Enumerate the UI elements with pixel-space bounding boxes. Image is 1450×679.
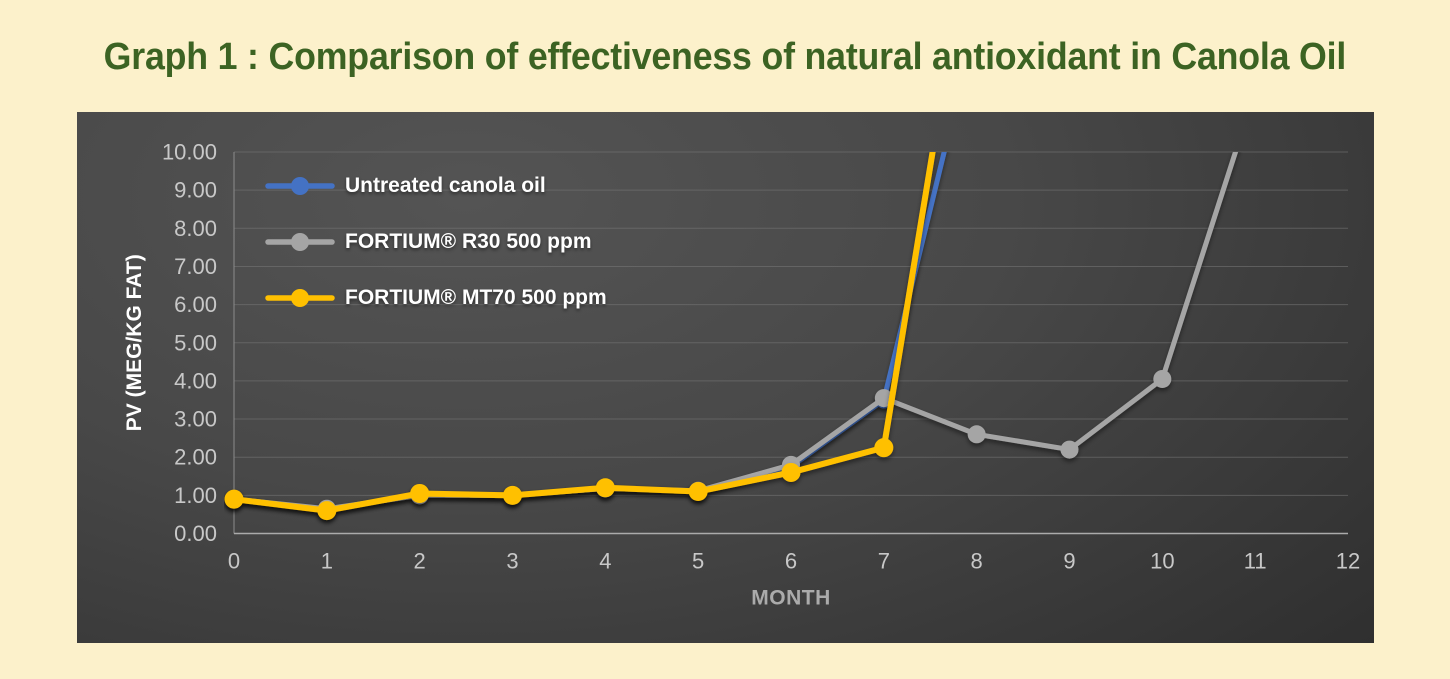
x-tick-label: 10 (1150, 549, 1174, 574)
plot-series-group (224, 152, 1239, 521)
x-tick-label: 6 (785, 549, 797, 574)
x-tick-label: 0 (228, 549, 240, 574)
x-tick-label: 7 (878, 549, 890, 574)
line-chart-canvas: 0.00 1.00 2.00 3.00 4.00 5.00 6.00 7.00 8.00 9.00… (123, 140, 1360, 610)
chart-area: 0.00 1.00 2.00 3.00 4.00 5.00 6.00 7.00 8.00 9.00… (77, 112, 1374, 643)
y-tick-label: 0.00 (174, 521, 217, 546)
chart-title: Graph 1 : Comparison of effectiveness of… (103, 36, 1347, 78)
legend-item-1: FORTIUM® R30 500 ppm (265, 230, 607, 254)
x-tick-label: 9 (1063, 549, 1075, 574)
y-axis-title: PV (MEG/KG FAT) (123, 254, 146, 431)
y-tick-label: 3.00 (174, 407, 217, 432)
series-path (231, 152, 936, 514)
legend-label: FORTIUM® R30 500 ppm (345, 230, 592, 253)
x-tick-label: 3 (506, 549, 518, 574)
data-point-marker (1060, 440, 1079, 459)
legend-line-marker-icon (265, 289, 335, 307)
legend-label: FORTIUM® MT70 500 ppm (345, 286, 607, 309)
data-point-marker (595, 478, 615, 498)
x-tick-label: 4 (599, 549, 611, 574)
data-point-marker (781, 462, 801, 482)
x-tick-label: 5 (692, 549, 704, 574)
y-tick-label: 8.00 (174, 216, 217, 241)
x-tick-label: 1 (321, 549, 333, 574)
data-point-marker (224, 489, 244, 509)
y-tick-label: 2.00 (174, 445, 217, 470)
title-wrap: Graph 1 : Comparison of effectiveness of… (0, 36, 1450, 79)
data-point-marker (503, 485, 522, 505)
legend-line-marker-icon (265, 177, 335, 195)
legend-item-0: Untreated canola oil (265, 174, 607, 198)
y-tick-label: 5.00 (174, 330, 217, 355)
data-point-marker (688, 482, 708, 502)
data-point-marker (410, 483, 430, 503)
y-tick-label: 4.00 (174, 368, 217, 393)
data-point-marker (317, 501, 337, 521)
legend-line-marker-icon (265, 233, 335, 251)
series-path (231, 152, 1239, 512)
x-tick-label: 11 (1244, 549, 1267, 574)
x-tick-label: 8 (971, 549, 983, 574)
y-tick-label: 9.00 (174, 178, 217, 203)
series-line-2 (224, 152, 936, 521)
data-point-marker (1153, 369, 1172, 388)
y-tick-label: 10.00 (162, 140, 217, 165)
data-point-marker (967, 425, 986, 444)
y-tick-label: 1.00 (174, 483, 217, 508)
y-tick-label: 7.00 (174, 254, 217, 279)
x-tick-label: 12 (1336, 549, 1360, 574)
legend-item-2: FORTIUM® MT70 500 ppm (265, 286, 607, 310)
x-axis-title: MONTH (751, 587, 831, 610)
y-tick-label: 6.00 (174, 292, 217, 317)
data-point-marker (874, 438, 894, 458)
x-tick-label: 2 (414, 549, 426, 574)
chart-legend: Untreated canola oil FORTIUM® R30 500 ppm… (265, 174, 607, 310)
legend-label: Untreated canola oil (345, 174, 546, 197)
